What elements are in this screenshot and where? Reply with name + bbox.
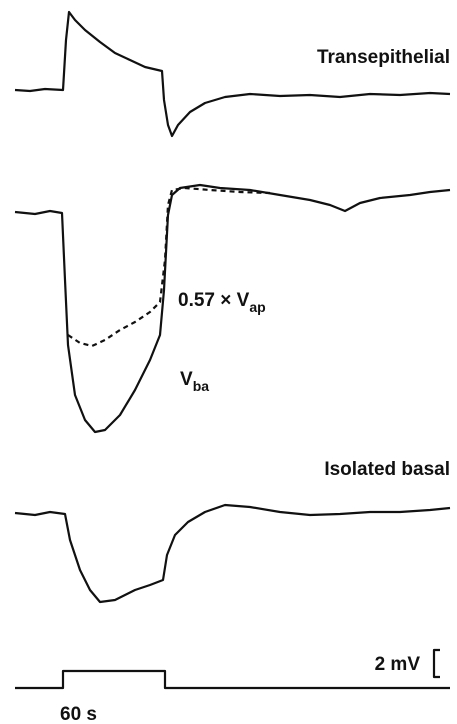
- label-main: V: [180, 369, 193, 390]
- basal-voltage-trace: [14, 183, 451, 434]
- time-scale-step: [15, 669, 450, 690]
- basal-voltage-label: Vba: [180, 369, 209, 394]
- isolated-basal-label: Isolated basal: [324, 459, 450, 480]
- label-subscript: ap: [249, 299, 265, 315]
- voltage-scale-label: 2 mV: [375, 654, 421, 675]
- label-subscript: ba: [193, 378, 210, 394]
- isolated-basal-trace: [14, 503, 451, 604]
- time-scale-label: 60 s: [60, 704, 97, 724]
- transepithelial-label: Transepithelial: [317, 47, 450, 68]
- transepithelial-trace: [14, 10, 451, 138]
- scaled-apical-trace: [67, 186, 271, 348]
- label-main: 0.57 × V: [178, 290, 250, 311]
- voltage-scale-bracket: [432, 648, 440, 679]
- scaled-apical-label: 0.57 × Vap: [178, 290, 266, 315]
